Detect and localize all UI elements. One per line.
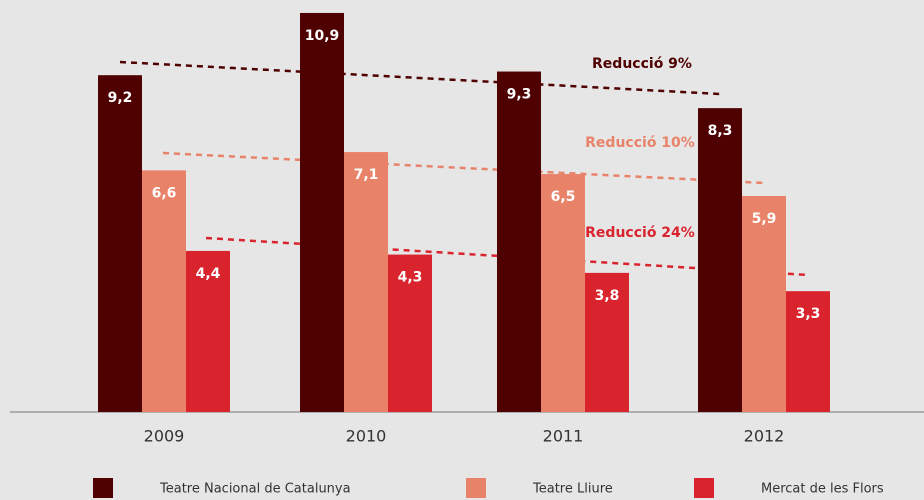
legend-swatch <box>694 478 714 498</box>
x-tick-label: 2012 <box>744 427 785 446</box>
value-label: 3,8 <box>595 288 620 304</box>
value-label: 8,3 <box>708 123 733 139</box>
bar <box>541 174 585 412</box>
value-label: 5,9 <box>752 211 777 227</box>
legend-swatch <box>93 478 113 498</box>
bar <box>698 108 742 413</box>
value-label: 4,3 <box>398 270 423 286</box>
trend-line <box>119 60 721 96</box>
annotation: Reducció 10% <box>585 135 695 151</box>
bar <box>388 254 432 412</box>
bar <box>186 250 230 412</box>
legend-label: Mercat de les Flors <box>761 482 884 497</box>
annotation: Reducció 24% <box>585 225 695 241</box>
x-tick-label: 2010 <box>346 427 387 446</box>
bar <box>742 196 786 412</box>
legend-label: Teatre Nacional de Catalunya <box>159 482 351 497</box>
bar <box>344 152 388 413</box>
value-label: 10,9 <box>305 28 340 44</box>
value-label: 6,5 <box>551 189 576 205</box>
trend-line <box>162 151 766 185</box>
bar <box>497 71 541 412</box>
value-label: 7,1 <box>354 167 379 183</box>
legend-swatch <box>466 478 486 498</box>
x-tick-label: 2011 <box>543 427 584 446</box>
x-tick-label: 2009 <box>144 427 185 446</box>
value-label: 9,2 <box>108 90 133 106</box>
value-label: 6,6 <box>152 185 177 201</box>
value-label: 9,3 <box>507 87 532 103</box>
value-label: 4,4 <box>196 266 221 282</box>
annotation: Reducció 9% <box>592 56 692 72</box>
bar <box>300 12 344 413</box>
legend-label: Teatre Lliure <box>532 482 613 497</box>
bar <box>98 75 142 413</box>
bar <box>142 170 186 412</box>
bar <box>585 272 629 412</box>
bar <box>786 291 830 412</box>
value-label: 3,3 <box>796 306 821 322</box>
